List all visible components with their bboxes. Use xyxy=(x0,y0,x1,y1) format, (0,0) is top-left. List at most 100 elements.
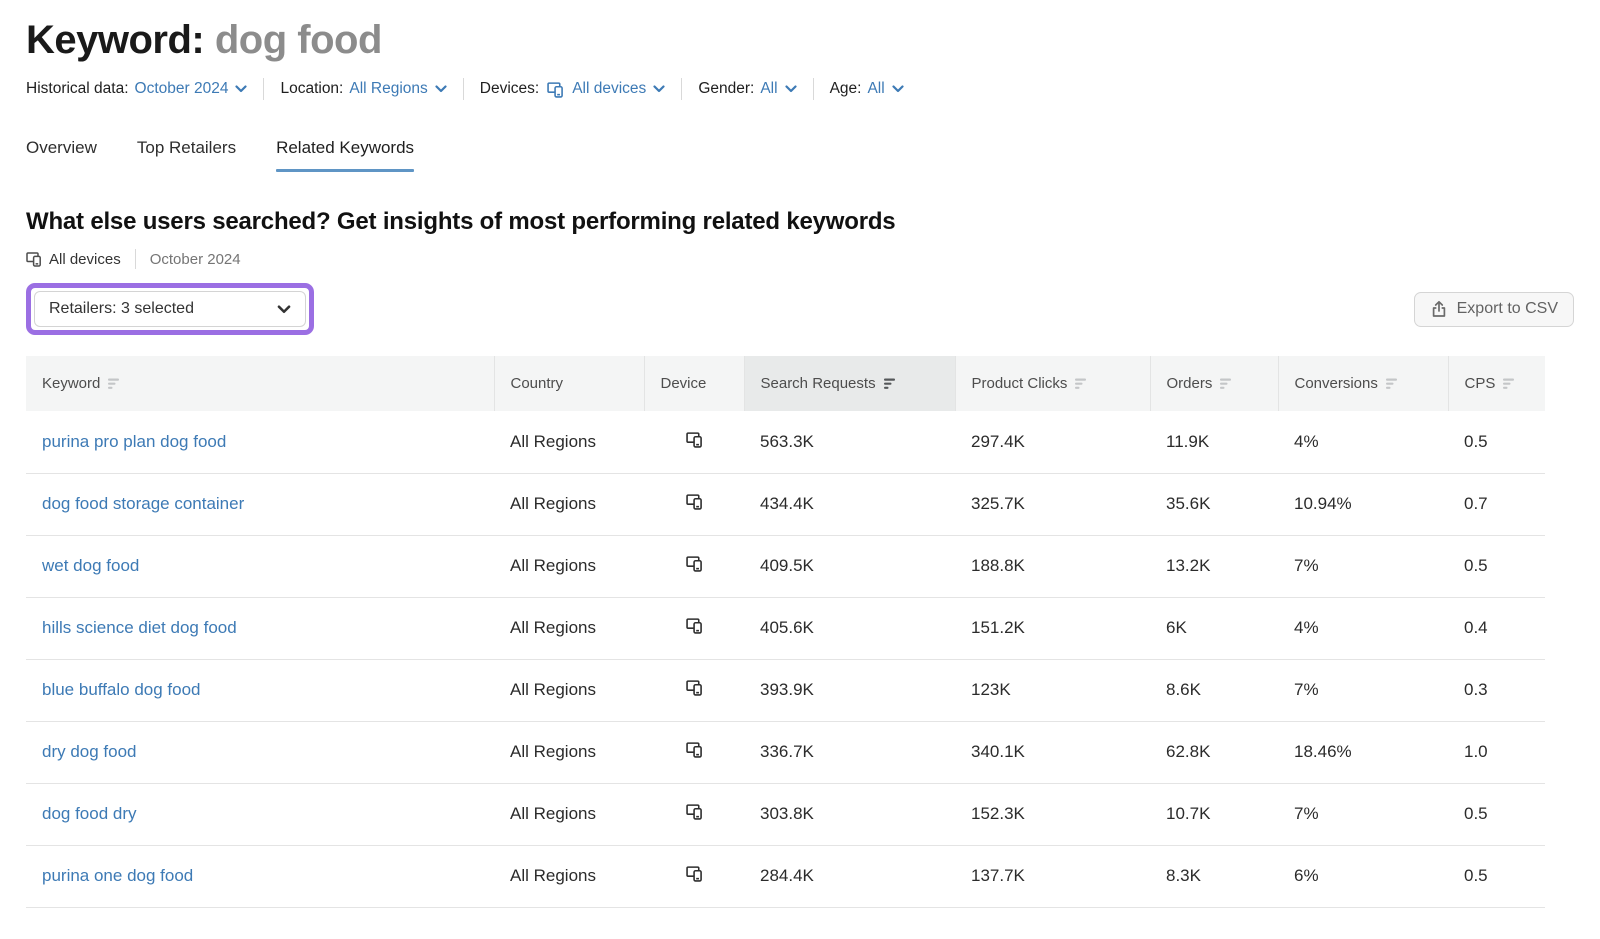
all-devices-icon xyxy=(685,679,703,696)
filter-divider xyxy=(681,78,683,100)
orders-cell: 8.3K xyxy=(1150,845,1278,908)
table-row: hills science diet dog food All Regions … xyxy=(26,597,1545,660)
country-cell: All Regions xyxy=(494,535,644,598)
retailers-dropdown[interactable]: Retailers: 3 selected xyxy=(34,291,306,327)
export-to-csv-button[interactable]: Export to CSV xyxy=(1413,291,1574,327)
table-toolbar: Retailers: 3 selected Export to CSV xyxy=(26,283,1574,335)
all-devices-icon xyxy=(685,803,703,820)
filter-value[interactable]: October 2024 xyxy=(134,80,229,97)
keyword-link[interactable]: blue buffalo dog food xyxy=(42,680,201,699)
keyword-link[interactable]: purina pro plan dog food xyxy=(42,431,227,451)
device-cell xyxy=(644,659,744,722)
page-title-keyword: dog food xyxy=(214,18,383,62)
product-clicks-cell: 151.2K xyxy=(955,597,1150,660)
filter-divider xyxy=(263,78,265,100)
device-cell xyxy=(644,411,744,474)
conversions-cell: 10.94% xyxy=(1278,473,1448,536)
all-devices-icon xyxy=(685,741,703,758)
search-requests-cell: 303.8K xyxy=(744,783,955,846)
filter-divider xyxy=(812,78,814,100)
column-header-product-clicks[interactable]: Product Clicks xyxy=(954,356,1150,411)
conversions-cell: 7% xyxy=(1278,783,1448,846)
all-devices-icon xyxy=(685,865,703,882)
table-body: purina pro plan dog food All Regions 563… xyxy=(26,411,1545,908)
chevron-down-icon xyxy=(235,85,248,93)
country-cell: All Regions xyxy=(494,845,644,908)
filter-historical-data[interactable]: Historical data: October 2024 xyxy=(26,80,248,98)
device-cell xyxy=(644,597,744,660)
filter-label: Location: xyxy=(280,80,344,97)
table-row: blue buffalo dog food All Regions 393.9K… xyxy=(26,659,1545,722)
filter-value[interactable]: All xyxy=(867,80,885,97)
column-header-device[interactable]: Device xyxy=(643,356,744,411)
column-header-orders[interactable]: Orders xyxy=(1149,356,1278,411)
cps-cell: 0.3 xyxy=(1448,659,1545,722)
chevron-down-icon xyxy=(892,85,904,93)
search-requests-cell: 434.4K xyxy=(744,473,955,536)
search-requests-cell: 393.9K xyxy=(744,659,955,722)
all-devices-icon xyxy=(26,251,42,267)
table-row: purina one dog food All Regions 284.4K 1… xyxy=(26,845,1545,908)
device-cell xyxy=(644,721,744,784)
filter-label: Historical data: xyxy=(26,80,129,97)
conversions-cell: 7% xyxy=(1278,535,1448,598)
table-header-row: Keyword Country Device Search Requests xyxy=(26,356,1545,411)
conversions-cell: 4% xyxy=(1278,597,1448,660)
keyword-link[interactable]: dog food dry xyxy=(42,804,137,823)
sort-icon xyxy=(1075,378,1087,390)
filter-location[interactable]: Location: All Regions xyxy=(280,80,447,98)
product-clicks-cell: 340.1K xyxy=(955,721,1150,784)
conversions-cell: 18.46% xyxy=(1278,721,1448,784)
product-clicks-cell: 123K xyxy=(955,659,1150,722)
column-header-keyword[interactable]: Keyword xyxy=(26,356,494,411)
column-header-search-requests[interactable]: Search Requests xyxy=(743,356,955,411)
column-header-conversions[interactable]: Conversions xyxy=(1277,356,1448,411)
column-header-country[interactable]: Country xyxy=(493,356,644,411)
product-clicks-cell: 137.7K xyxy=(955,845,1150,908)
tab-related-keywords[interactable]: Related Keywords xyxy=(276,138,414,172)
conversions-cell: 7% xyxy=(1278,659,1448,722)
filter-age[interactable]: Age: All xyxy=(830,80,904,98)
device-cell xyxy=(644,783,744,846)
chevron-down-icon xyxy=(784,85,797,93)
cps-cell: 1.0 xyxy=(1448,721,1545,784)
orders-cell: 11.9K xyxy=(1150,411,1278,474)
tab-overview[interactable]: Overview xyxy=(26,138,97,157)
orders-cell: 13.2K xyxy=(1150,535,1278,598)
country-cell: All Regions xyxy=(494,473,644,536)
filter-devices[interactable]: Devices: All devices xyxy=(480,80,666,98)
filter-value[interactable]: All xyxy=(760,80,778,97)
conversions-cell: 6% xyxy=(1278,845,1448,908)
keyword-link[interactable]: wet dog food xyxy=(42,556,140,575)
filter-value[interactable]: All Regions xyxy=(349,80,428,97)
all-devices-icon xyxy=(685,617,703,634)
sort-icon xyxy=(108,378,120,390)
filter-label: Gender: xyxy=(698,80,755,97)
country-cell: All Regions xyxy=(494,597,644,660)
column-header-cps[interactable]: CPS xyxy=(1447,356,1545,411)
keyword-link[interactable]: dog food storage container xyxy=(42,494,245,513)
cps-cell: 0.5 xyxy=(1448,411,1545,474)
filter-gender[interactable]: Gender: All xyxy=(698,80,797,98)
product-clicks-cell: 152.3K xyxy=(955,783,1150,846)
search-requests-cell: 284.4K xyxy=(744,845,955,908)
orders-cell: 10.7K xyxy=(1150,783,1278,846)
keyword-link[interactable]: hills science diet dog food xyxy=(42,618,237,637)
all-devices-icon xyxy=(547,81,564,98)
keyword-link[interactable]: dry dog food xyxy=(42,742,137,761)
export-button-label: Export to CSV xyxy=(1456,300,1558,317)
table-row: dog food dry All Regions 303.8K 152.3K 1… xyxy=(26,783,1545,846)
cps-cell: 0.7 xyxy=(1448,473,1545,536)
tab-top-retailers[interactable]: Top Retailers xyxy=(136,138,237,157)
orders-cell: 35.6K xyxy=(1150,473,1278,536)
sub-info-divider xyxy=(134,249,136,269)
keyword-link[interactable]: purina one dog food xyxy=(42,866,194,885)
chevron-down-icon xyxy=(653,85,665,93)
filter-value[interactable]: All devices xyxy=(572,80,647,97)
product-clicks-cell: 325.7K xyxy=(955,473,1150,536)
cps-cell: 0.5 xyxy=(1448,783,1545,846)
all-devices-icon xyxy=(685,555,703,572)
export-icon xyxy=(1430,300,1448,318)
sub-info-period-label: October 2024 xyxy=(149,250,241,268)
sort-icon xyxy=(1503,378,1515,390)
